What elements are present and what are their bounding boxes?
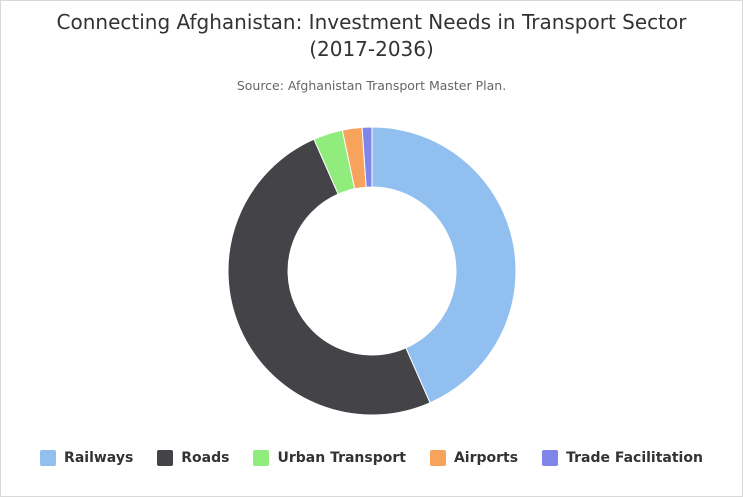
legend-swatch bbox=[542, 450, 559, 466]
legend-swatch bbox=[253, 450, 270, 466]
donut-slice[interactable] bbox=[371, 126, 517, 404]
legend-swatch bbox=[157, 450, 174, 466]
chart-title: Connecting Afghanistan: Investment Needs… bbox=[56, 10, 687, 61]
legend-item[interactable]: Railways bbox=[40, 450, 133, 466]
legend-item[interactable]: Roads bbox=[157, 450, 229, 466]
legend-label: Railways bbox=[64, 450, 134, 466]
legend-swatch bbox=[429, 450, 446, 466]
legend-item[interactable]: Airports bbox=[429, 450, 519, 466]
legend-label: Trade Facilitation bbox=[566, 450, 703, 466]
donut-slice[interactable] bbox=[361, 126, 373, 188]
legend-swatch bbox=[40, 450, 57, 466]
legend-label: Airports bbox=[453, 450, 519, 466]
donut-slice[interactable] bbox=[227, 138, 431, 416]
legend-label: Roads bbox=[181, 450, 230, 466]
legend-label: Urban Transport bbox=[277, 450, 406, 466]
chart-subtitle: Source: Afghanistan Transport Master Pla… bbox=[236, 78, 507, 93]
legend-item[interactable]: Urban Transport bbox=[253, 450, 406, 466]
legend: Railways Roads Urban Transport Airports Trad… bbox=[1, 450, 742, 466]
legend-item[interactable]: Trade Facilitation bbox=[542, 450, 703, 466]
